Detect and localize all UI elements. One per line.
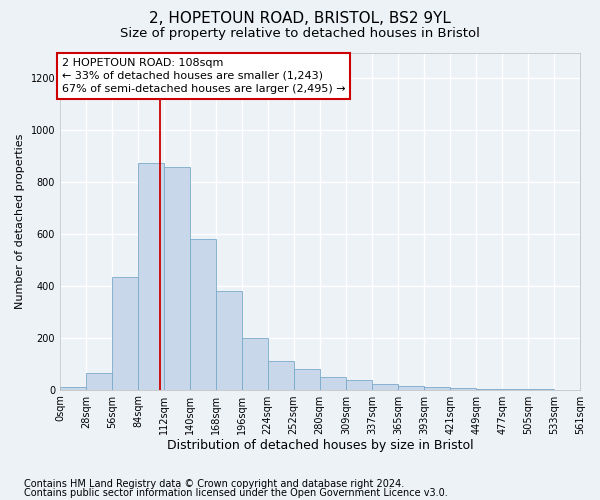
Bar (112, 277, 138, 390)
Text: Contains HM Land Registry data © Crown copyright and database right 2024.: Contains HM Land Registry data © Crown c… (24, 479, 404, 489)
Bar (398, 386, 424, 390)
Bar (164, 166, 190, 390)
Bar (346, 380, 373, 390)
Bar (190, 239, 216, 390)
Text: Size of property relative to detached houses in Bristol: Size of property relative to detached ho… (120, 28, 480, 40)
Y-axis label: Number of detached properties: Number of detached properties (15, 134, 25, 308)
Bar (293, 369, 320, 390)
Bar (60, 387, 86, 390)
Text: Contains public sector information licensed under the Open Government Licence v3: Contains public sector information licen… (24, 488, 448, 498)
Bar (216, 291, 242, 390)
Bar (502, 389, 528, 390)
Text: 2 HOPETOUN ROAD: 108sqm
← 33% of detached houses are smaller (1,243)
67% of semi: 2 HOPETOUN ROAD: 108sqm ← 33% of detache… (62, 58, 346, 94)
Bar (450, 388, 476, 390)
Bar (424, 387, 450, 390)
X-axis label: Distribution of detached houses by size in Bristol: Distribution of detached houses by size … (167, 440, 473, 452)
Bar (373, 384, 398, 390)
Bar (138, 162, 164, 390)
Bar (476, 389, 502, 390)
Bar (268, 361, 293, 390)
Bar (242, 338, 268, 390)
Bar (320, 376, 346, 390)
Bar (86, 372, 112, 390)
Text: 2, HOPETOUN ROAD, BRISTOL, BS2 9YL: 2, HOPETOUN ROAD, BRISTOL, BS2 9YL (149, 11, 451, 26)
